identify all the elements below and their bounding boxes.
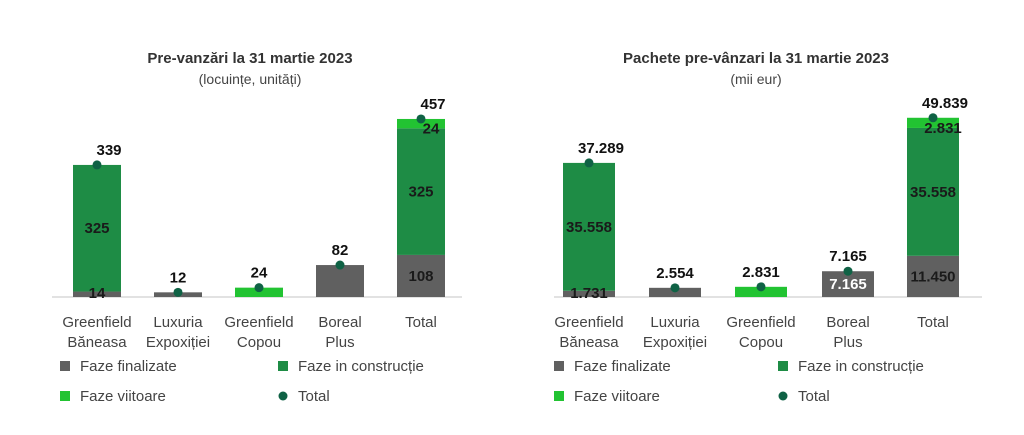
legend-label: Faze viitoare	[574, 388, 660, 405]
category-label-0: Băneasa	[67, 334, 127, 351]
segment-label: 108	[408, 268, 433, 285]
total-label-4: 457	[420, 96, 445, 113]
category-label-0: Băneasa	[559, 334, 619, 351]
bar-faze-in-construc-ie-0	[563, 162, 615, 291]
legend-label: Faze in construcție	[798, 358, 924, 375]
total-label-3: 7.165	[829, 248, 867, 265]
total-marker-1	[670, 283, 680, 293]
legend-label: Faze in construcție	[298, 358, 424, 375]
total-marker-4	[928, 113, 938, 123]
segment-label: 35.558	[910, 184, 956, 201]
legend-label: Faze finalizate	[80, 358, 177, 375]
legend-label: Faze viitoare	[80, 388, 166, 405]
category-label-4: Total	[405, 314, 437, 331]
total-label-2: 2.831	[742, 264, 780, 281]
chart-subtitle: (mii eur)	[730, 71, 781, 87]
legend-swatch	[554, 391, 564, 401]
category-label-0: Greenfield	[554, 314, 623, 331]
segment-label: 24	[423, 121, 440, 138]
legend-swatch	[60, 361, 70, 371]
segment-label: 35.558	[566, 219, 612, 236]
presales-value-svg: Pachete pre-vânzari la 31 martie 2023 (mi…	[554, 50, 982, 405]
category-label-1: Luxuria	[153, 314, 203, 331]
category-label-1: Expoxiției	[146, 334, 210, 351]
category-label-3: Boreal	[318, 314, 361, 331]
total-marker-1	[173, 287, 183, 297]
legend-swatch	[60, 391, 70, 401]
segment-label: 7.165	[829, 276, 867, 293]
category-label-3: Plus	[325, 334, 354, 351]
total-label-1: 12	[170, 269, 187, 286]
presales-units-svg: Pre-vanzări la 31 martie 2023 (locuințe, …	[52, 50, 462, 405]
total-marker-3	[843, 266, 853, 276]
category-label-2: Greenfield	[224, 314, 293, 331]
category-label-4: Total	[917, 314, 949, 331]
segment-label: 2.831	[924, 120, 962, 137]
legend-label: Total	[798, 388, 830, 405]
bar-faze-viitoare-4	[397, 118, 445, 129]
total-marker-4	[416, 114, 426, 124]
segment-label: 1.731	[570, 285, 608, 302]
bar-faze-in-construc-ie-0	[73, 164, 121, 292]
category-label-2: Copou	[237, 334, 281, 351]
category-label-3: Boreal	[826, 314, 869, 331]
bar-faze-in-construc-ie-4	[907, 127, 959, 256]
total-marker-3	[335, 260, 345, 270]
total-label-0: 37.289	[578, 140, 624, 157]
bar-faze-finalizate-4	[397, 254, 445, 297]
category-label-3: Plus	[833, 334, 862, 351]
category-label-1: Expoxiției	[643, 334, 707, 351]
legend-label: Faze finalizate	[574, 358, 671, 375]
legend-marker	[278, 391, 288, 401]
category-label-2: Copou	[739, 334, 783, 351]
chart-title: Pre-vanzări la 31 martie 2023	[147, 50, 352, 67]
segment-label: 11.450	[910, 268, 955, 285]
total-marker-0	[584, 158, 594, 168]
legend-swatch	[554, 361, 564, 371]
bar-faze-finalizate-0	[73, 291, 121, 297]
total-label-3: 82	[332, 242, 349, 259]
bar-faze-viitoare-2	[235, 287, 283, 297]
total-label-0: 339	[96, 142, 121, 159]
legend-swatch	[278, 361, 288, 371]
segment-label: 14	[89, 285, 106, 302]
bar-faze-in-construc-ie-4	[397, 128, 445, 255]
bar-faze-finalizate-0	[563, 290, 615, 297]
bar-faze-finalizate-1	[649, 287, 701, 297]
legend-swatch	[778, 361, 788, 371]
bar-faze-viitoare-4	[907, 117, 959, 128]
bar-faze-finalizate-4	[907, 255, 959, 297]
presales-value-chart: Pachete pre-vânzari la 31 martie 2023 (mi…	[512, 0, 1024, 435]
total-label-1: 2.554	[656, 265, 694, 282]
category-label-1: Luxuria	[650, 314, 700, 331]
category-label-2: Greenfield	[726, 314, 795, 331]
bar-faze-viitoare-2	[735, 286, 787, 297]
category-label-0: Greenfield	[62, 314, 131, 331]
chart-title: Pachete pre-vânzari la 31 martie 2023	[623, 50, 889, 67]
total-marker-2	[254, 283, 264, 293]
legend-label: Total	[298, 388, 330, 405]
total-marker-0	[92, 160, 102, 170]
total-label-4: 49.839	[922, 95, 968, 112]
legend-marker	[778, 391, 788, 401]
presales-units-chart: Pre-vanzări la 31 martie 2023 (locuințe, …	[52, 50, 462, 405]
total-marker-2	[756, 282, 766, 292]
total-label-2: 24	[251, 265, 268, 282]
bar-faze-finalizate-3	[316, 265, 364, 297]
chart-subtitle: (locuințe, unități)	[199, 71, 302, 87]
segment-label: 325	[408, 184, 433, 201]
segment-label: 325	[84, 220, 109, 237]
